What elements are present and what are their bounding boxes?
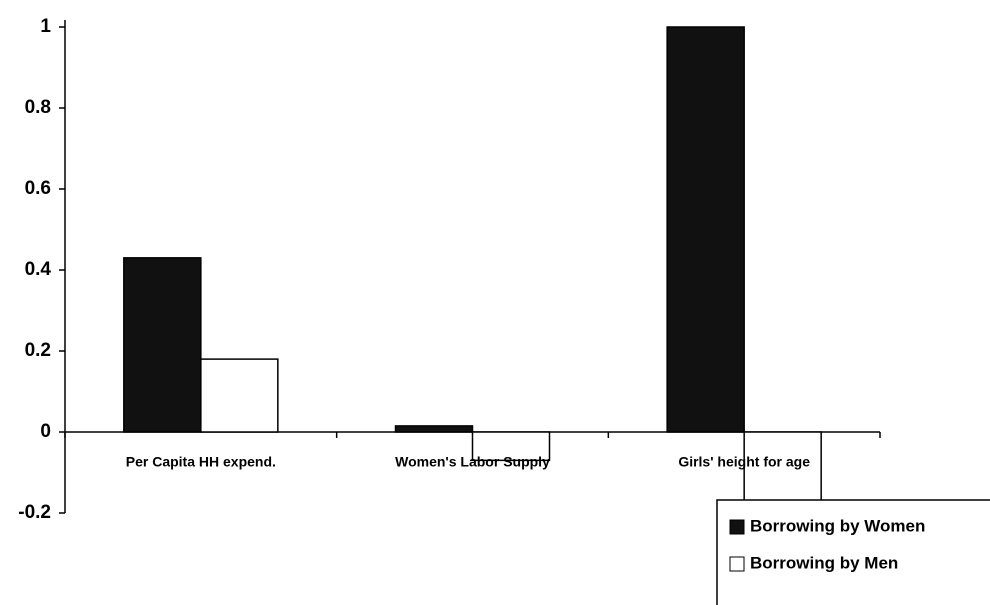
legend-label: Borrowing by Women — [750, 516, 925, 535]
y-tick-label: 0.6 — [25, 178, 51, 199]
bar — [200, 358, 279, 433]
legend-box — [716, 499, 990, 605]
legend-label: Borrowing by Men — [750, 553, 898, 572]
bar — [394, 425, 474, 433]
y-tick-label: -0.2 — [18, 502, 51, 523]
y-tick-label: 0.2 — [25, 340, 51, 361]
y-tick-label: 0 — [40, 421, 51, 442]
x-tick-label: Per Capita HH expend. — [126, 454, 276, 470]
legend-swatch — [729, 556, 745, 572]
y-tick-label: 1 — [40, 16, 51, 37]
x-tick-label: Women's Labor Supply — [395, 454, 550, 470]
legend-swatch — [729, 519, 745, 535]
y-tick-label: 0.4 — [25, 259, 52, 280]
bar — [123, 257, 202, 433]
bar — [471, 431, 551, 462]
bar — [743, 431, 822, 510]
y-tick-label: 0.8 — [25, 97, 51, 118]
bar — [666, 26, 745, 433]
x-tick-label: Girls' height for age — [678, 454, 810, 470]
